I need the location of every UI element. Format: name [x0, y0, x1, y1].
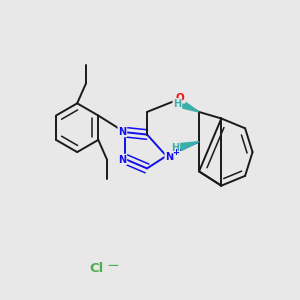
- Text: N: N: [165, 152, 173, 161]
- Polygon shape: [180, 142, 199, 151]
- Text: H: H: [173, 99, 181, 109]
- Polygon shape: [181, 101, 199, 112]
- Text: H: H: [171, 142, 179, 153]
- Text: N: N: [118, 154, 126, 164]
- Text: −: −: [106, 258, 119, 273]
- Text: O: O: [176, 93, 185, 103]
- Text: Cl: Cl: [89, 262, 103, 275]
- Text: N: N: [118, 127, 126, 136]
- Text: +: +: [172, 148, 179, 157]
